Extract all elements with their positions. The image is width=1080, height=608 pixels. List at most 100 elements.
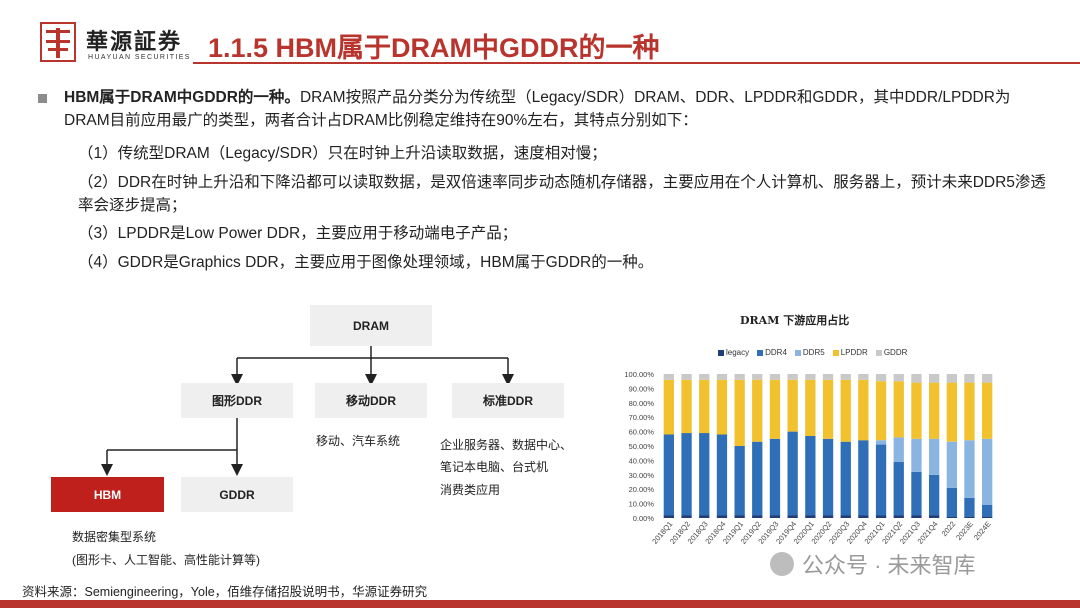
bar-segment-legacy (929, 515, 940, 518)
y-tick-label: 40.00% (629, 456, 655, 465)
y-tick-label: 50.00% (629, 442, 655, 451)
bar-segment-legacy (911, 515, 922, 518)
diagram-node-mobile-ddr: 移动DDR (315, 383, 427, 418)
bar-segment-legacy (769, 515, 781, 518)
bar-segment-gddr (946, 374, 957, 383)
bar-segment-lpddr (787, 379, 798, 432)
page-title: 1.1.5 HBM属于DRAM中GDDR的一种 (208, 33, 660, 63)
bar-segment-ddr4 (964, 497, 975, 517)
bar-segment-lpddr (716, 379, 728, 435)
chart-title: DRAM 下游应用占比 (740, 314, 850, 327)
bar-segment-lpddr (840, 379, 851, 442)
bar-segment-gddr (769, 374, 781, 380)
y-tick-label: 90.00% (629, 384, 655, 393)
bar-segment-legacy (663, 515, 674, 518)
y-tick-label: 10.00% (629, 500, 655, 509)
source-note: 资料来源：Semiengineering，Yole，佰维存储招股说明书，华源证券… (22, 585, 428, 599)
bar-segment-ddr4 (734, 446, 745, 516)
bar-segment-ddr4 (982, 505, 993, 517)
list-item: （2）DDR在时钟上升沿和下降沿都可以读取数据，是双倍速率同步动态随机存储器，主… (78, 174, 1046, 214)
legend-label: legacy (726, 348, 750, 357)
bar-segment-legacy (752, 515, 763, 518)
bar-segment-legacy (699, 515, 710, 518)
bar-segment-gddr (716, 374, 728, 380)
bar-segment-ddr4 (787, 431, 798, 516)
diagram-node-gddr: GDDR (181, 477, 293, 512)
legend-item: DDR4 (757, 348, 787, 357)
standard-ddr-description-line: 笔记本电脑、台式机 (440, 460, 549, 474)
bar-segment-legacy (681, 515, 692, 518)
legend-swatch (757, 349, 764, 356)
header: 華源証券 HUAYUAN SECURITIES 1.1.5 HBM属于DRAM中… (0, 0, 1080, 72)
intro-rest: DRAM按照产品分类分为传统型（Legacy/SDR）DRAM、DDR、LPDD… (64, 89, 1011, 129)
hbm-description-line: (图形卡、人工智能、高性能计算等) (72, 553, 260, 567)
bar-segment-legacy (840, 515, 851, 518)
bar-segment-ddr5 (964, 440, 975, 498)
chart-legend: legacy DDR4 DDR5 LPDDR GDDR (718, 348, 907, 357)
bar-segment-gddr (875, 374, 887, 382)
bar-segment-ddr4 (893, 461, 904, 516)
diagram-node-graphics-ddr: 图形DDR (181, 383, 293, 418)
bar-segment-lpddr (946, 382, 957, 442)
bar-segment-lpddr (769, 379, 781, 439)
bar-segment-legacy (734, 515, 745, 518)
bar-segment-legacy (716, 515, 728, 518)
bar-segment-gddr (663, 374, 674, 380)
bar-segment-lpddr (822, 379, 834, 439)
bar-segment-lpddr (929, 382, 940, 439)
bar-segment-ddr4 (840, 441, 851, 516)
legend-swatch (832, 349, 839, 356)
bar-segment-legacy (875, 515, 887, 518)
bar-segment-gddr (681, 374, 692, 380)
y-tick-label: 60.00% (629, 428, 655, 437)
intro-paragraph: HBM属于DRAM中GDDR的一种。DRAM按照产品分类分为传统型（Legacy… (64, 86, 1054, 132)
bar-segment-gddr (964, 374, 975, 383)
bar-segment-lpddr (982, 382, 993, 439)
y-tick-label: 0.00% (633, 514, 655, 523)
bar-segment-legacy (822, 515, 834, 518)
y-tick-label: 80.00% (629, 399, 655, 408)
legend-label: LPDDR (840, 348, 868, 357)
y-tick-label: 70.00% (629, 413, 655, 422)
bar-segment-ddr5 (929, 438, 940, 475)
diagram-node-hbm: HBM (51, 477, 164, 512)
bar-segment-gddr (822, 374, 834, 380)
bar-segment-ddr4 (681, 433, 692, 516)
bar-segment-ddr4 (699, 433, 710, 516)
bar-segment-legacy (858, 515, 869, 518)
bar-segment-gddr (911, 374, 922, 383)
bar-segment-ddr4 (929, 474, 940, 516)
bar-segment-ddr5 (875, 440, 887, 445)
bar-segment-gddr (840, 374, 851, 380)
brand-name-english: HUAYUAN SECURITIES (88, 54, 191, 61)
bar-segment-ddr5 (982, 438, 993, 505)
x-tick-label: 2024E (972, 520, 993, 542)
bar-segment-gddr (858, 374, 869, 380)
bar-segment-ddr4 (663, 434, 674, 516)
y-tick-label: 30.00% (629, 471, 655, 480)
bar-segment-ddr4 (858, 440, 869, 516)
list-item: （1）传统型DRAM（Legacy/SDR）只在时钟上升沿读取数据，速度相对慢； (78, 145, 607, 162)
legend-swatch (718, 349, 724, 356)
hbm-description-line: 数据密集型系统 (72, 530, 157, 544)
bar-segment-ddr4 (805, 435, 816, 516)
bar-segment-lpddr (858, 379, 869, 441)
bar-segment-ddr5 (893, 437, 904, 462)
bar-segment-legacy (787, 515, 798, 518)
bar-segment-ddr4 (716, 434, 728, 516)
legend-swatch (875, 349, 882, 356)
y-tick-label: 100.00% (624, 370, 654, 379)
footer-bar (0, 600, 1080, 608)
legend-item: GDDR (875, 348, 907, 357)
bullet-square-icon (38, 94, 47, 103)
list-item: （3）LPDDR是Low Power DDR，主要应用于移动端电子产品； (78, 225, 518, 242)
standard-ddr-description-line: 消费类应用 (440, 483, 501, 497)
title-rule (193, 62, 1080, 64)
bar-segment-legacy (964, 516, 975, 518)
bar-segment-gddr (787, 374, 798, 380)
bar-segment-gddr (982, 374, 993, 383)
bar-segment-gddr (734, 374, 745, 380)
legend-item: DDR5 (794, 348, 825, 357)
bar-segment-gddr (699, 374, 710, 380)
